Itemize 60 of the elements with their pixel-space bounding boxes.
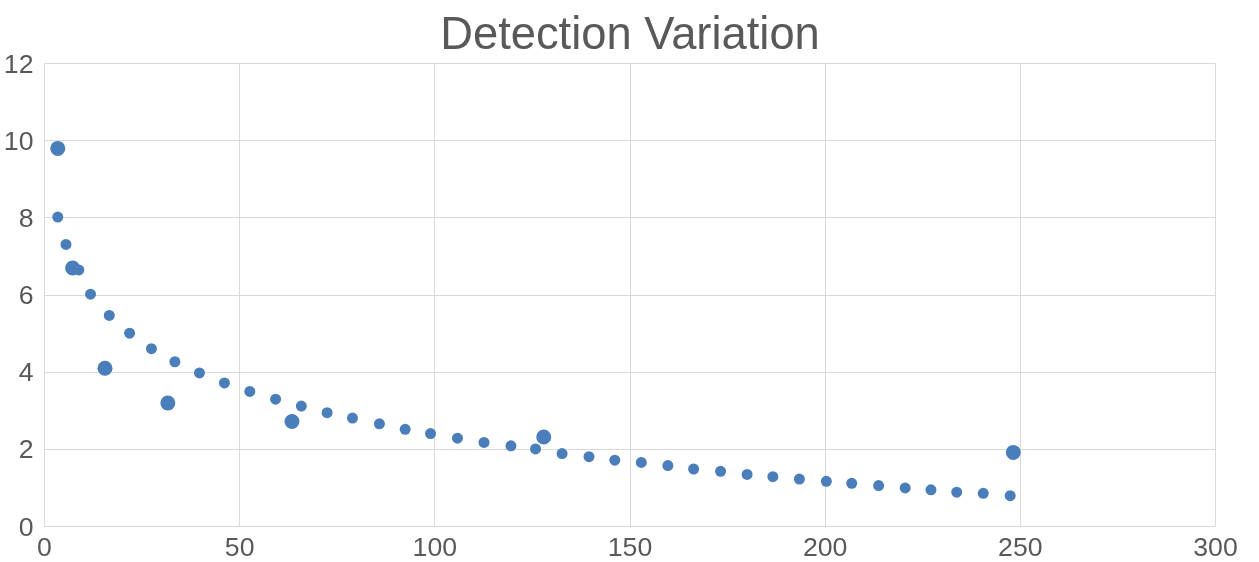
x-tick-label: 300 — [1193, 531, 1238, 562]
point — [425, 428, 437, 439]
point — [60, 238, 72, 250]
point — [925, 484, 937, 496]
point — [741, 468, 753, 480]
point — [951, 486, 963, 498]
point — [169, 356, 181, 368]
point — [1005, 444, 1021, 460]
point — [399, 423, 411, 435]
point — [556, 448, 568, 460]
point — [103, 309, 115, 321]
point — [635, 456, 647, 468]
point — [451, 432, 463, 444]
point — [321, 407, 333, 419]
y-tick-label: 8 — [18, 202, 34, 233]
point — [145, 343, 157, 355]
point — [767, 471, 779, 483]
point — [270, 393, 282, 405]
point — [899, 482, 911, 494]
point — [530, 443, 542, 455]
y-tick-label: 4 — [18, 357, 34, 388]
point — [193, 367, 205, 379]
point — [688, 463, 700, 475]
point — [536, 429, 552, 445]
point — [218, 377, 230, 389]
point — [609, 454, 621, 466]
point — [124, 327, 136, 339]
y-tick-label: 0 — [18, 511, 34, 542]
point — [346, 412, 358, 424]
point — [793, 473, 805, 485]
y-tick-label: 12 — [3, 48, 34, 79]
point — [820, 475, 832, 487]
point — [977, 487, 989, 499]
point — [1004, 490, 1016, 502]
point — [85, 288, 97, 300]
y-tick-label: 6 — [18, 280, 34, 310]
point — [160, 395, 176, 411]
point — [50, 140, 66, 156]
x-tick-label: 150 — [607, 531, 653, 562]
y-tick-label: 2 — [18, 434, 34, 465]
point — [662, 460, 674, 472]
x-tick-label: 50 — [224, 531, 255, 562]
x-tick-label: 250 — [998, 531, 1043, 562]
point — [284, 414, 300, 430]
y-tick-label: 10 — [3, 125, 34, 156]
chart-title: Detection Variation — [440, 7, 820, 59]
point — [52, 211, 64, 223]
point — [873, 480, 885, 492]
point — [846, 477, 858, 489]
point — [244, 385, 256, 397]
point — [65, 260, 81, 276]
point — [505, 440, 517, 452]
x-tick-label: 200 — [802, 531, 848, 562]
point — [583, 451, 595, 463]
x-tick-label: 100 — [412, 531, 458, 562]
point — [478, 436, 490, 448]
point — [373, 418, 385, 430]
point — [715, 465, 727, 477]
point — [295, 400, 307, 412]
point — [97, 360, 113, 376]
